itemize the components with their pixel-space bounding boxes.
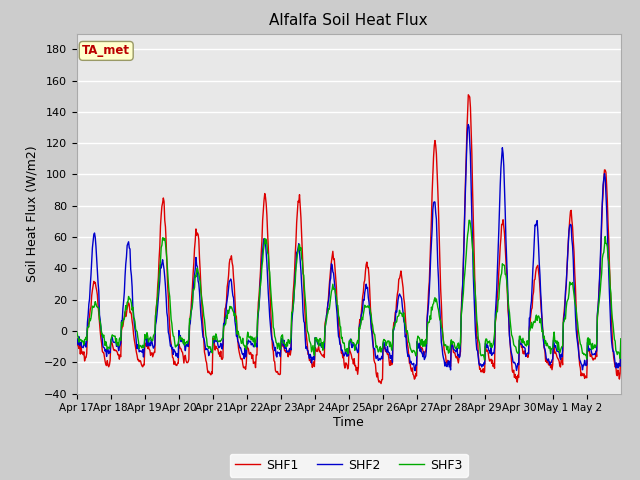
- SHF1: [73, 336, 81, 341]
- Line: SHF1: SHF1: [77, 95, 621, 384]
- SHF3: [465, 217, 473, 223]
- SHF3: [435, 313, 443, 319]
- SHF2: [617, 344, 625, 349]
- SHF3: [481, 357, 488, 363]
- SHF2: [412, 368, 419, 373]
- SHF1: [264, 230, 271, 236]
- SHF3: [617, 336, 625, 342]
- SHF3: [137, 343, 145, 348]
- SHF3: [73, 329, 81, 335]
- SHF1: [284, 354, 292, 360]
- Text: TA_met: TA_met: [82, 44, 131, 58]
- Line: SHF2: SHF2: [77, 124, 621, 371]
- Line: SHF3: SHF3: [77, 220, 621, 360]
- SHF3: [264, 250, 271, 255]
- SHF1: [465, 92, 472, 97]
- SHF2: [73, 336, 81, 342]
- SHF3: [237, 337, 244, 343]
- SHF2: [264, 276, 271, 282]
- Y-axis label: Soil Heat Flux (W/m2): Soil Heat Flux (W/m2): [25, 145, 38, 282]
- Legend: SHF1, SHF2, SHF3: SHF1, SHF2, SHF3: [230, 454, 468, 477]
- SHF2: [436, 309, 444, 314]
- SHF3: [284, 336, 292, 342]
- SHF1: [377, 381, 385, 386]
- SHF2: [137, 348, 145, 354]
- SHF1: [406, 360, 413, 366]
- SHF3: [405, 339, 413, 345]
- SHF1: [237, 356, 244, 361]
- SHF1: [436, 261, 444, 266]
- SHF2: [237, 345, 244, 351]
- SHF2: [465, 121, 472, 127]
- Title: Alfalfa Soil Heat Flux: Alfalfa Soil Heat Flux: [269, 13, 428, 28]
- SHF1: [137, 359, 145, 364]
- SHF1: [617, 342, 625, 348]
- X-axis label: Time: Time: [333, 416, 364, 429]
- SHF2: [405, 352, 413, 358]
- SHF2: [284, 348, 292, 354]
